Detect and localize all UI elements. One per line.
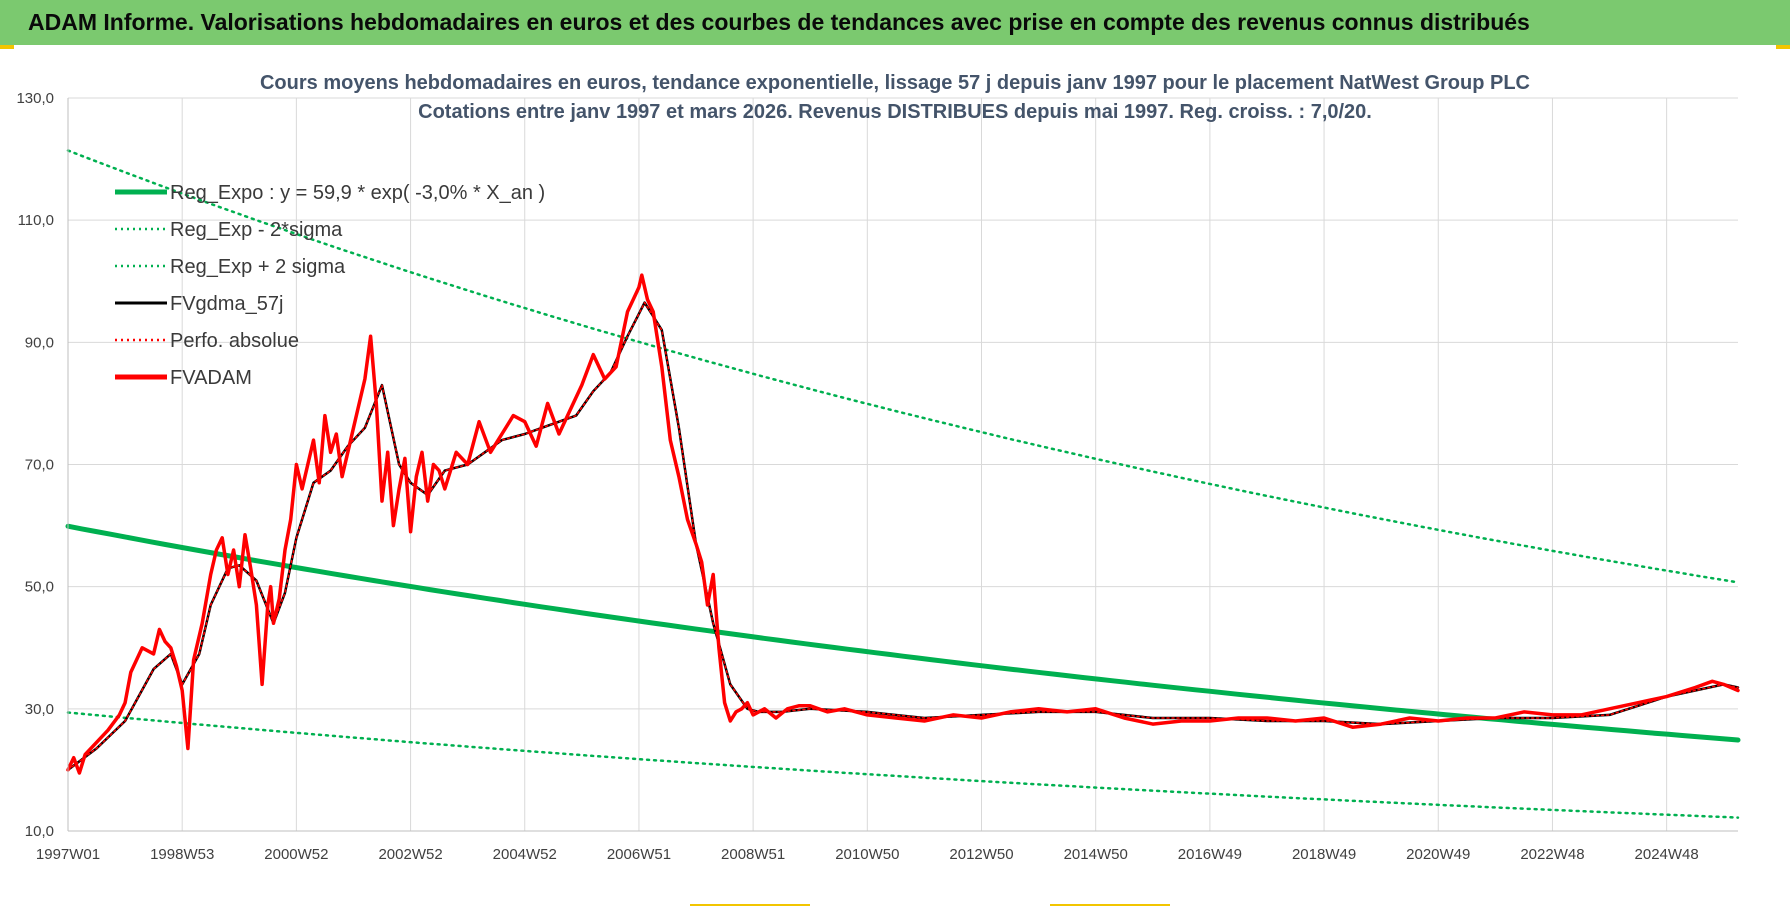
x-tick-label: 2008W51 — [721, 846, 785, 863]
corner-marker-bottom-mid-left — [690, 904, 810, 906]
grid-lines — [67, 97, 1738, 832]
x-axis-ticks: 1997W01 1998W53 2000W52 2002W52 2004W52 2006W… — [36, 846, 1699, 863]
x-tick-label: 1997W01 — [36, 846, 100, 863]
y-tick-label: 30,0 — [25, 701, 54, 718]
y-tick-label: 10,0 — [25, 823, 54, 840]
x-tick-label: 2004W52 — [493, 846, 557, 863]
corner-marker-top-right — [1776, 45, 1790, 49]
legend-label: Reg_Exp - 2*sigma — [170, 219, 343, 241]
x-tick-label: 2016W49 — [1178, 846, 1242, 863]
reg-expo-line — [65, 523, 1741, 743]
y-axis-ticks: 130,0 110,0 90,0 70,0 50,0 30,0 10,0 — [16, 90, 54, 840]
y-tick-label: 110,0 — [18, 212, 54, 229]
chart-title-line-1: Cours moyens hebdomadaires en euros, ten… — [260, 72, 1530, 94]
legend-label: Perfo. absolue — [170, 330, 299, 352]
chart-area: 130,0 110,0 90,0 70,0 50,0 30,0 10,0 1997W01 19… — [0, 45, 1790, 912]
x-tick-label: 2014W50 — [1064, 846, 1128, 863]
reg-exp-plus-2sigma-line — [66, 149, 1740, 584]
report-banner: ADAM Informe. Valorisations hebdomadaire… — [0, 0, 1790, 45]
reg-exp-minus-2sigma-line — [66, 711, 1740, 819]
perfo-absolue-line — [67, 301, 1739, 771]
chart-title-line-2: Cotations entre janv 1997 et mars 2026. … — [418, 101, 1372, 123]
x-tick-label: 2020W49 — [1406, 846, 1470, 863]
corner-marker-bottom-mid-right — [1050, 904, 1170, 906]
fvadam-line — [66, 273, 1740, 775]
legend-label: Reg_Expo : y = 59,9 * exp( -3,0% * X_an … — [170, 182, 545, 204]
fvgdma-57j-line — [66, 301, 1740, 772]
x-tick-label: 2006W51 — [607, 846, 671, 863]
legend-label: FVADAM — [170, 367, 252, 389]
corner-marker-top-left — [0, 45, 14, 49]
legend-label: Reg_Exp + 2 sigma — [170, 256, 346, 278]
axes — [67, 98, 1738, 832]
legend-label: FVgdma_57j — [170, 293, 283, 315]
x-tick-label: 2000W52 — [264, 846, 328, 863]
x-tick-label: 2012W50 — [949, 846, 1013, 863]
x-tick-label: 2018W49 — [1292, 846, 1356, 863]
x-tick-label: 2024W48 — [1635, 846, 1699, 863]
chart-legend: Reg_Expo : y = 59,9 * exp( -3,0% * X_an … — [115, 182, 545, 389]
report-title: ADAM Informe. Valorisations hebdomadaire… — [28, 9, 1530, 35]
y-tick-label: 130,0 — [16, 90, 54, 107]
x-tick-label: 2010W50 — [835, 846, 899, 863]
series-lines — [65, 149, 1741, 819]
x-tick-label: 1998W53 — [150, 846, 214, 863]
y-tick-label: 70,0 — [25, 457, 54, 474]
x-tick-label: 2022W48 — [1520, 846, 1584, 863]
y-tick-label: 90,0 — [25, 334, 54, 351]
x-tick-label: 2002W52 — [378, 846, 442, 863]
y-tick-label: 50,0 — [25, 579, 54, 596]
